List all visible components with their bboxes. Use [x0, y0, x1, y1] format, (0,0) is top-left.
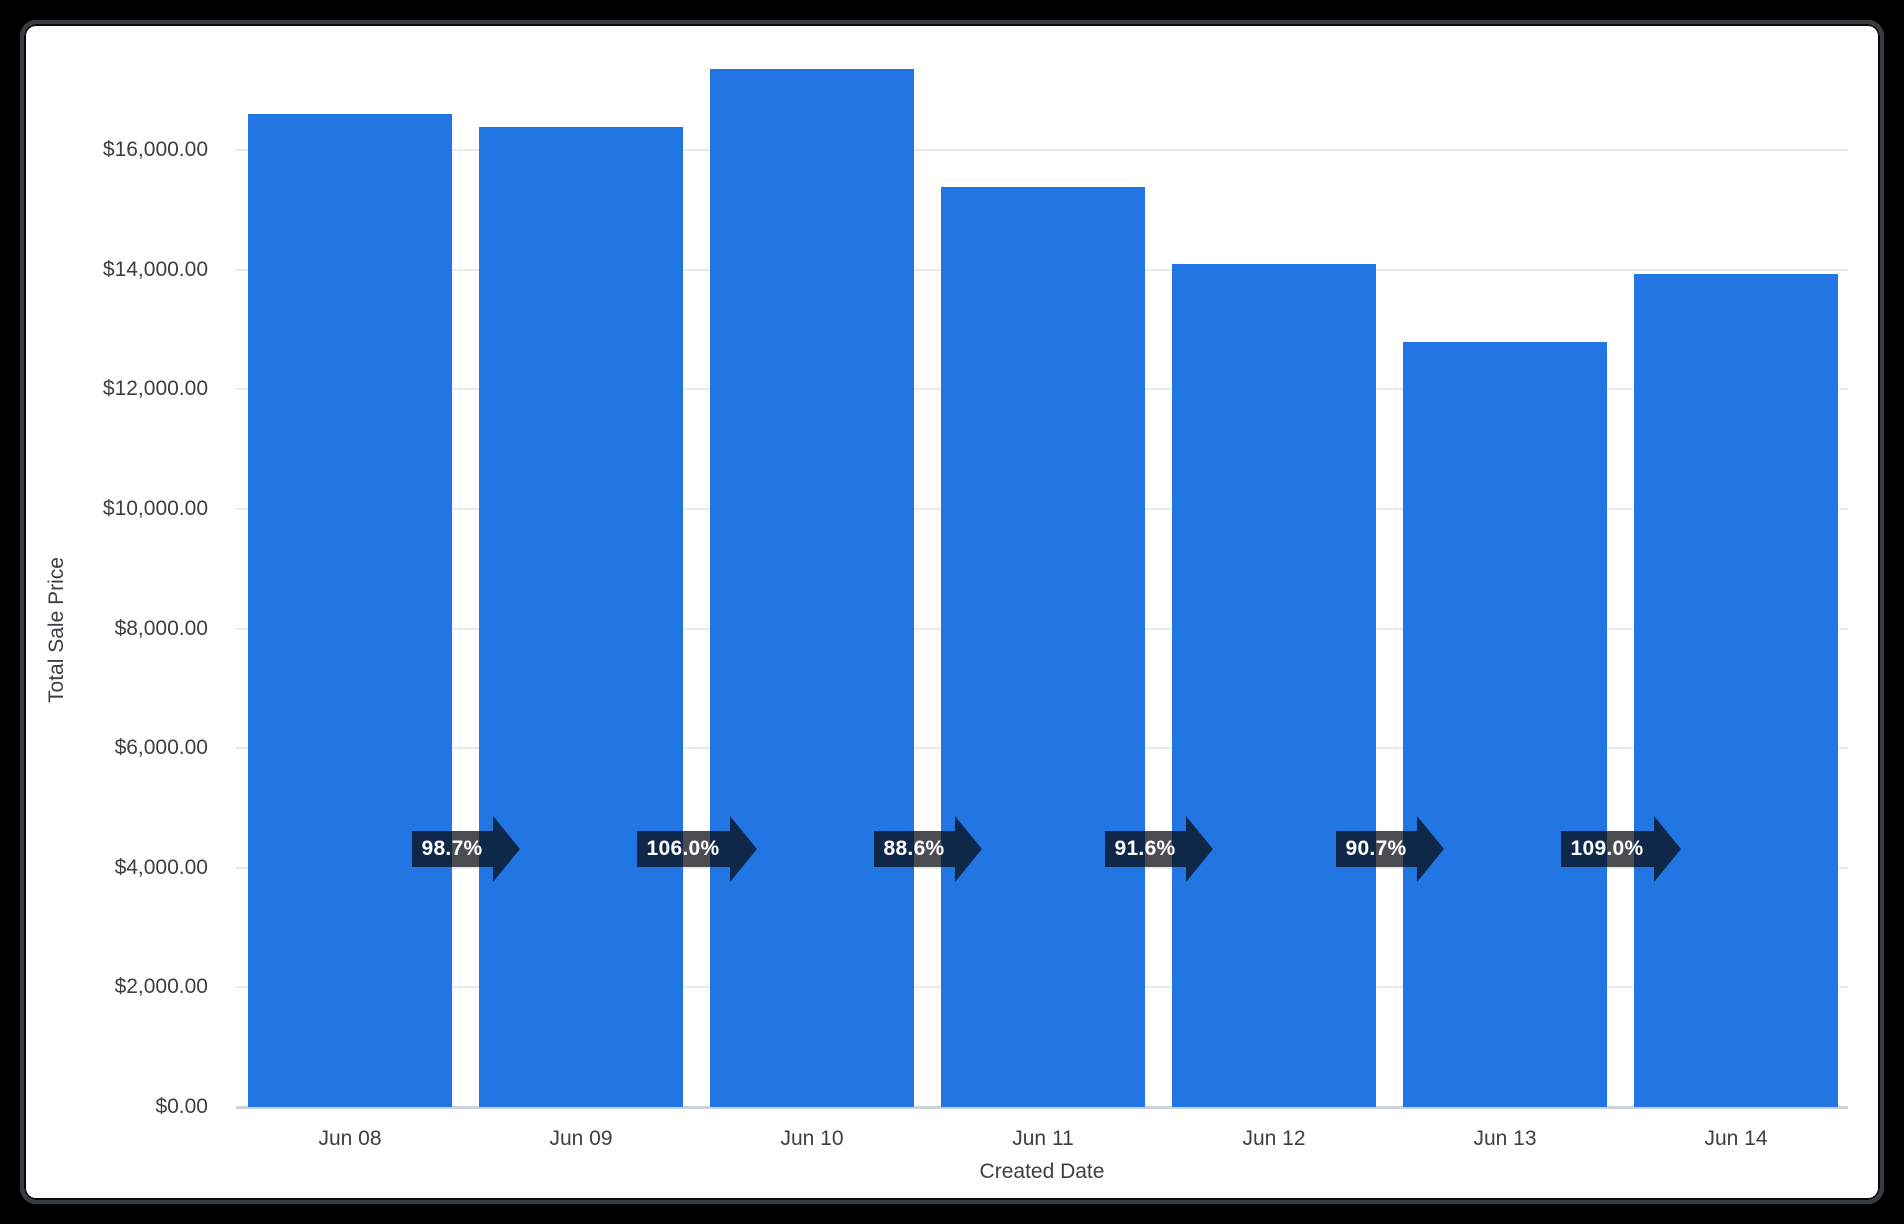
arrow-right-icon	[954, 816, 982, 882]
bar[interactable]	[1634, 273, 1838, 1107]
x-tick-label: Jun 14	[1704, 1127, 1768, 1150]
arrow-right-icon	[1416, 816, 1444, 882]
bar[interactable]	[710, 68, 914, 1107]
x-axis-title: Created Date	[979, 1160, 1105, 1183]
y-axis-title: Total Sale Price	[45, 557, 68, 703]
arrow-right-icon	[492, 816, 520, 882]
bar[interactable]	[941, 186, 1145, 1107]
y-tick-label: $2,000.00	[114, 975, 208, 999]
growth-arrow-label: 98.7%	[411, 831, 493, 867]
growth-arrow: 109.0%	[1560, 816, 1681, 882]
y-tick-label: $4,000.00	[114, 855, 208, 879]
bar[interactable]	[479, 127, 683, 1107]
arrow-right-icon	[729, 816, 757, 882]
bar[interactable]	[248, 114, 452, 1107]
y-tick-label: $6,000.00	[114, 736, 208, 760]
growth-arrow: 90.7%	[1335, 816, 1444, 882]
growth-arrow-label: 91.6%	[1104, 831, 1186, 867]
growth-arrow: 98.7%	[411, 816, 520, 882]
x-tick-label: Jun 13	[1473, 1127, 1537, 1150]
x-tick-label: Jun 09	[549, 1127, 613, 1150]
growth-arrow-label: 90.7%	[1335, 831, 1417, 867]
y-tick-label: $10,000.00	[102, 497, 208, 520]
arrow-right-icon	[1653, 816, 1681, 882]
y-tick-label: $12,000.00	[102, 377, 208, 401]
bar[interactable]	[1403, 342, 1607, 1107]
growth-arrow-label: 109.0%	[1560, 831, 1654, 867]
growth-arrow-label: 88.6%	[873, 831, 955, 867]
x-tick-label: Jun 10	[780, 1127, 844, 1150]
x-tick-label: Jun 08	[318, 1127, 382, 1150]
growth-arrow: 91.6%	[1104, 816, 1213, 882]
y-tick-label: $14,000.00	[102, 257, 208, 281]
bar[interactable]	[1172, 264, 1376, 1107]
y-tick-label: $0.00	[155, 1095, 208, 1118]
growth-arrow: 106.0%	[636, 816, 757, 882]
y-tick-label: $16,000.00	[102, 138, 208, 162]
gridline	[236, 149, 1848, 152]
growth-arrow-label: 106.0%	[636, 831, 730, 867]
arrow-right-icon	[1185, 816, 1213, 882]
y-tick-label: $8,000.00	[114, 616, 208, 640]
growth-arrow: 88.6%	[873, 816, 982, 882]
x-tick-label: Jun 12	[1242, 1127, 1306, 1150]
x-axis-baseline	[236, 1106, 1848, 1109]
x-tick-label: Jun 11	[1012, 1127, 1074, 1150]
